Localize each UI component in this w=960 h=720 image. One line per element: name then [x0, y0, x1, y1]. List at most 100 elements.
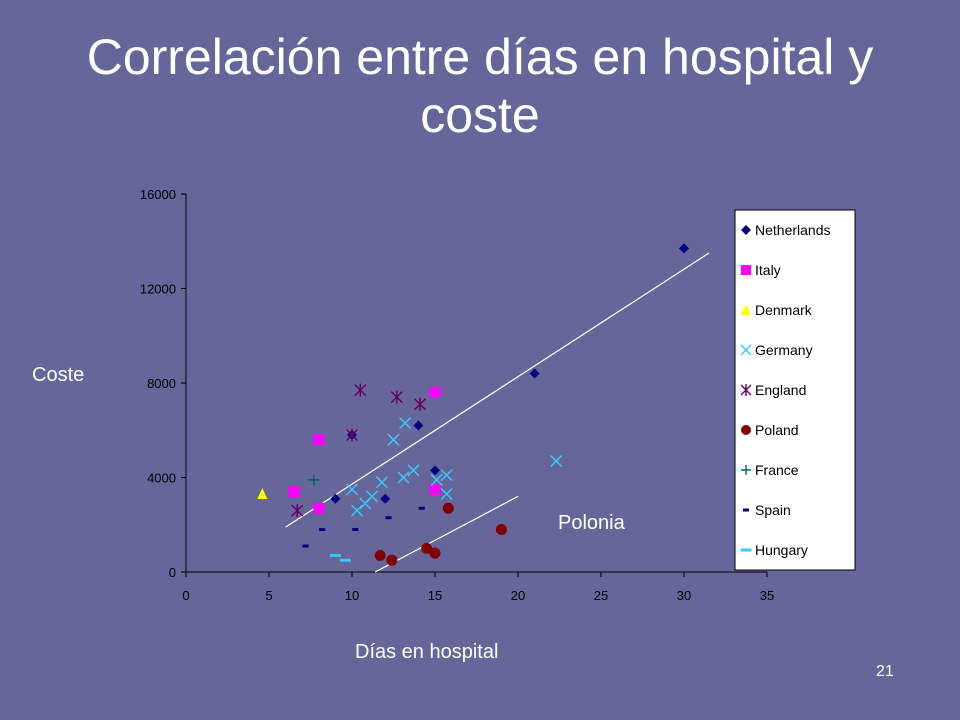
data-point [346, 483, 358, 496]
data-point [430, 473, 443, 486]
data-point [319, 527, 326, 531]
legend-label: Spain [755, 502, 791, 518]
legend-item: Italy [741, 262, 781, 278]
x-tick-label: 5 [265, 588, 272, 603]
legend-marker [741, 425, 751, 435]
y-tick-label: 4000 [147, 471, 176, 486]
data-point [397, 471, 410, 484]
series-poland [374, 502, 507, 566]
legend-item: Germany [740, 342, 813, 358]
legend-label: Denmark [755, 302, 813, 318]
data-point [407, 464, 420, 477]
data-point [679, 243, 689, 254]
data-point [442, 502, 454, 514]
data-point [339, 558, 351, 562]
legend-marker [740, 344, 752, 356]
legend-label: Italy [755, 262, 781, 278]
x-tick-label: 15 [428, 588, 442, 603]
series-england [291, 383, 427, 518]
y-tick-label: 0 [169, 565, 176, 580]
legend-label: Poland [755, 422, 799, 438]
legend-label: Netherlands [755, 222, 831, 238]
data-point [257, 488, 268, 500]
x-tick-label: 35 [760, 588, 774, 603]
y-tick-label: 8000 [147, 376, 176, 391]
x-tick-label: 30 [677, 588, 691, 603]
data-point [399, 417, 412, 430]
data-point [354, 383, 367, 397]
data-point [430, 465, 440, 476]
chart-axes: 0 5 10 15 20 25 30 35 0 4000 8000 12000 16000 [140, 187, 774, 603]
data-point [375, 476, 388, 489]
x-tick-label: 0 [182, 588, 189, 603]
data-point [550, 454, 563, 467]
legend-item: Hungary [740, 542, 808, 558]
trend-line [285, 252, 710, 528]
series-germany [346, 417, 563, 517]
data-point [440, 469, 453, 482]
data-point [418, 506, 425, 510]
legend-marker [740, 384, 752, 396]
data-point [359, 497, 372, 510]
legend-label: Hungary [755, 542, 808, 558]
data-point [330, 493, 341, 504]
legend-item: Spain [743, 502, 791, 518]
data-point [390, 390, 403, 404]
legend-label: France [755, 462, 799, 478]
data-point [346, 428, 358, 442]
data-point [429, 483, 441, 495]
data-point [413, 420, 424, 431]
trend-line [374, 495, 519, 573]
y-tick-label: 12000 [140, 282, 176, 297]
x-tick-label: 25 [594, 588, 608, 603]
data-point [440, 488, 453, 501]
data-point [386, 554, 398, 566]
data-point [350, 504, 363, 517]
data-point [291, 504, 304, 518]
data-point [313, 502, 325, 514]
data-point [429, 547, 441, 559]
data-point [421, 542, 433, 554]
legend-label: England [755, 382, 806, 398]
y-axis-label: Coste [32, 364, 85, 386]
data-point [414, 397, 427, 411]
legend-marker [741, 304, 751, 315]
data-point [313, 434, 325, 446]
data-point [374, 549, 386, 561]
title-line-2: coste [420, 87, 540, 143]
data-point [380, 493, 391, 504]
y-tick-label: 16000 [140, 187, 176, 202]
data-point [385, 516, 392, 520]
x-tick-label: 20 [511, 588, 525, 603]
legend-marker [743, 508, 749, 512]
legend-item: France [741, 462, 799, 478]
legend-marker [741, 465, 751, 475]
data-point [329, 553, 341, 557]
legend-item: Netherlands [741, 222, 831, 238]
slide-title: Correlación entre días en hospital y cos… [0, 28, 960, 144]
x-axis-label: Días en hospital [355, 641, 499, 663]
data-point [529, 368, 540, 379]
data-point [429, 386, 441, 398]
legend-label: Germany [755, 342, 813, 358]
legend-marker [741, 265, 751, 275]
series-france [308, 474, 320, 486]
legend-box [734, 209, 856, 571]
data-point [288, 486, 300, 498]
data-point [308, 474, 320, 486]
annotation-polonia: Polonia [558, 512, 626, 534]
legend-marker [741, 225, 751, 235]
chart-legend: Netherlands Italy Denmark Germany England Pol… [734, 209, 856, 571]
legend-item: Denmark [741, 302, 813, 318]
data-point [387, 433, 400, 446]
data-point [352, 527, 359, 531]
legend-marker [740, 548, 752, 552]
legend-item: Poland [741, 422, 799, 438]
trend-lines [285, 252, 710, 573]
series-netherlands [330, 243, 689, 504]
data-point [302, 544, 309, 548]
series-spain [302, 506, 425, 548]
data-points [257, 243, 689, 566]
series-hungary [329, 553, 351, 562]
